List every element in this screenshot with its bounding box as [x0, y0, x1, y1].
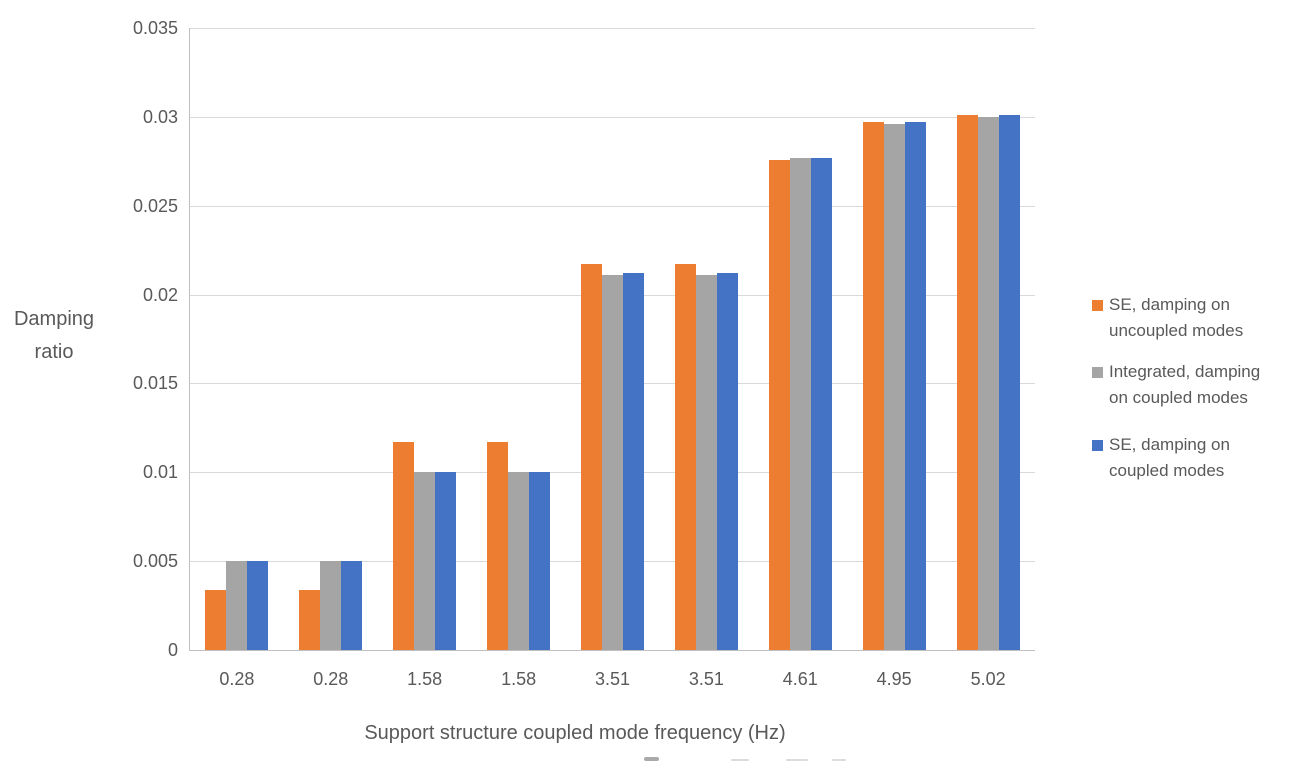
- y-tick-label: 0.015: [132, 373, 178, 394]
- x-tick-label: 4.61: [782, 669, 818, 689]
- legend-item-3: SE, damping on coupled modes: [1092, 432, 1287, 484]
- bar-series2-4.95: [883, 124, 905, 650]
- x-tick-label: 4.95: [876, 669, 912, 689]
- bar-series1-0.28: [299, 589, 321, 650]
- x-tick-label: 5.02: [970, 669, 1006, 689]
- legend-swatch-icon: [1092, 367, 1103, 378]
- x-tick-label: 0.28: [313, 669, 349, 689]
- y-tick-label: 0.01: [142, 462, 178, 483]
- x-tick-label: 3.51: [688, 669, 724, 689]
- bar-series2-0.28: [320, 561, 342, 650]
- legend-label-line: SE, damping on: [1109, 295, 1230, 314]
- legend-label-line: coupled modes: [1109, 461, 1225, 480]
- legend-label: SE, damping on coupled modes: [1109, 432, 1287, 484]
- legend-label-line: uncoupled modes: [1109, 321, 1244, 340]
- bar-series1-5.02: [956, 115, 978, 650]
- x-axis-line: [189, 650, 1035, 651]
- bar-series2-3.51: [695, 275, 717, 650]
- y-tick-label: 0: [167, 640, 178, 660]
- cropped-caption-fragment: [786, 759, 808, 761]
- cropped-caption-fragment: [644, 757, 659, 761]
- bar-series3-3.51: [622, 273, 644, 650]
- y-tick-label: 0.03: [142, 106, 178, 127]
- bar-group-4.95: [847, 28, 941, 650]
- bar-series3-0.28: [247, 561, 269, 650]
- bar-series3-4.95: [904, 122, 926, 650]
- bar-group-1.58: [378, 28, 472, 650]
- x-axis-title: Support structure coupled mode frequency…: [364, 722, 786, 744]
- bar-series1-3.51: [674, 264, 696, 650]
- legend-item-2: Integrated, damping on coupled modes: [1092, 359, 1287, 411]
- y-tick-label: 0.035: [132, 18, 178, 38]
- legend-label: SE, damping on uncoupled modes: [1109, 292, 1287, 344]
- bar-group-5.02: [941, 28, 1035, 650]
- bar-group-0.28: [190, 28, 284, 650]
- gridline: [190, 28, 1035, 29]
- legend-label-line: Integrated, damping: [1109, 362, 1261, 381]
- bar-group-1.58: [472, 28, 566, 650]
- bar-series2-4.61: [789, 157, 811, 650]
- bar-group-3.51: [659, 28, 753, 650]
- legend-label-line: SE, damping on: [1109, 435, 1230, 454]
- x-tick-label: 3.51: [594, 669, 631, 689]
- bar-series1-0.28: [205, 589, 227, 650]
- y-tick-label: 0.02: [142, 284, 178, 305]
- bar-series2-3.51: [601, 275, 623, 650]
- bar-series3-4.61: [810, 157, 832, 650]
- x-tick-label: 1.58: [407, 669, 443, 689]
- cropped-caption-fragment: [731, 759, 749, 761]
- legend-swatch-icon: [1092, 300, 1103, 311]
- bar-series2-1.58: [508, 472, 530, 650]
- bar-group-0.28: [284, 28, 378, 650]
- x-tick-label: 1.58: [501, 669, 537, 689]
- legend-item-1: SE, damping on uncoupled modes: [1092, 292, 1287, 344]
- bar-series3-0.28: [341, 561, 363, 650]
- bar-group-3.51: [566, 28, 660, 650]
- bar-series3-5.02: [998, 115, 1020, 650]
- bar-series2-5.02: [977, 116, 999, 650]
- legend-label-line: on coupled modes: [1109, 388, 1248, 407]
- bar-group-4.61: [753, 28, 847, 650]
- y-axis-title-line2: ratio: [34, 341, 74, 363]
- bar-series1-4.95: [862, 122, 884, 650]
- legend-swatch-icon: [1092, 440, 1103, 451]
- legend-label: Integrated, damping on coupled modes: [1109, 359, 1287, 411]
- bar-series1-4.61: [768, 159, 790, 650]
- bar-series3-3.51: [716, 273, 738, 650]
- bar-series1-3.51: [580, 264, 602, 650]
- bar-series2-1.58: [414, 472, 436, 650]
- y-axis-line: [189, 28, 190, 651]
- x-tick-label: 0.28: [219, 669, 255, 689]
- y-axis-title: Damping ratio: [4, 303, 104, 369]
- bar-series1-1.58: [393, 442, 415, 650]
- bar-series2-0.28: [226, 561, 248, 650]
- y-tick-label: 0.005: [132, 551, 178, 572]
- bar-series3-1.58: [435, 472, 457, 650]
- gridline: [190, 116, 1035, 118]
- bar-series3-1.58: [529, 472, 551, 650]
- y-axis-title-line1: Damping: [13, 308, 95, 330]
- bar-series1-1.58: [487, 442, 509, 650]
- gridline: [190, 205, 1035, 207]
- cropped-caption-fragment: [832, 759, 846, 761]
- y-tick-label: 0.025: [132, 195, 178, 216]
